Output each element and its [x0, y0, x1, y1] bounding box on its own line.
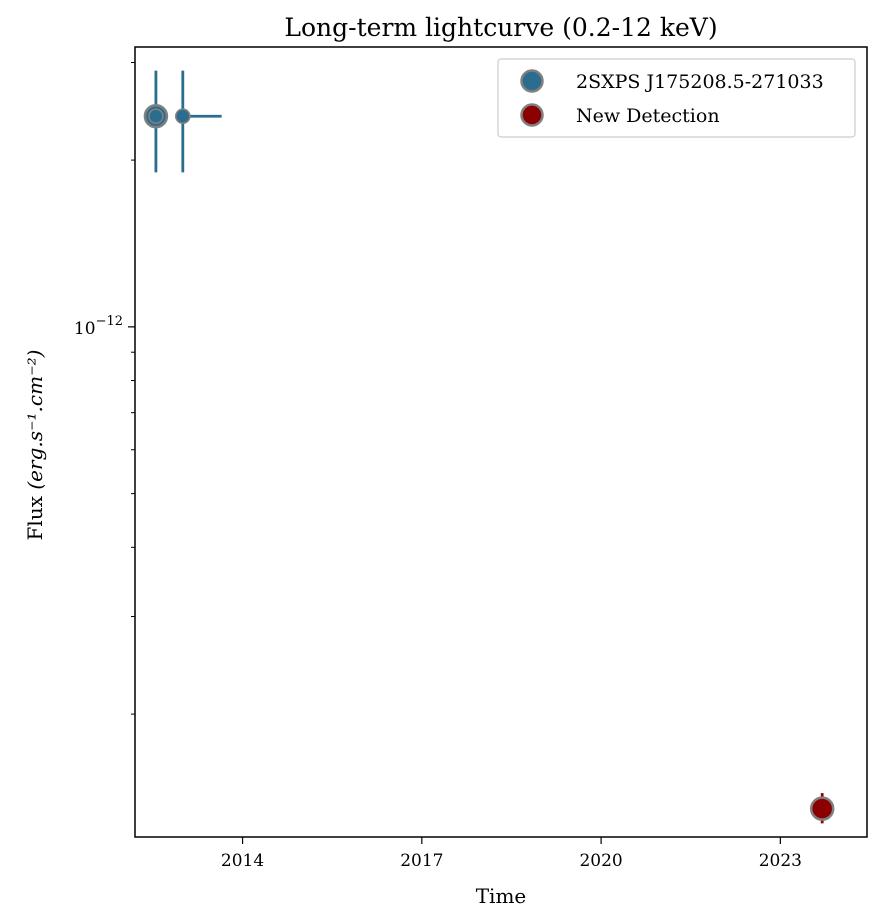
x-tick-label-1: 2017 — [400, 851, 443, 871]
legend-marker-new-detection — [520, 103, 544, 127]
data-point-s0-p1 — [148, 108, 164, 125]
x-tick-label-0: 2014 — [221, 851, 264, 871]
x-axis: 2014 2017 2020 2023 — [221, 837, 802, 871]
y-tick-label-0: 10−12 — [74, 314, 123, 339]
plot-frame — [134, 46, 868, 838]
x-tick-label-2: 2020 — [579, 851, 622, 871]
y-axis-label-units: (erg.s⁻¹.cm⁻²) — [23, 350, 47, 490]
chart-title: Long-term lightcurve (0.2-12 keV) — [284, 13, 717, 42]
data-point-s0-p2 — [175, 108, 191, 125]
x-tick-label-3: 2023 — [759, 851, 802, 871]
legend-label-new-detection: New Detection — [576, 105, 720, 127]
legend-marker-2sxps — [520, 69, 544, 93]
legend-label-2sxps: 2SXPS J175208.5-271033 — [576, 71, 824, 93]
x-axis-label: Time — [476, 884, 527, 908]
data-marks — [143, 70, 835, 824]
y-axis: 10−12 — [74, 62, 135, 715]
legend: 2SXPS J175208.5-271033 New Detection — [497, 58, 856, 138]
y-axis-label: Flux (erg.s⁻¹.cm⁻²) — [23, 350, 47, 541]
y-axis-label-prefix: Flux — [23, 490, 47, 541]
legend-box — [497, 58, 856, 138]
data-point-s1-p0 — [809, 796, 835, 821]
